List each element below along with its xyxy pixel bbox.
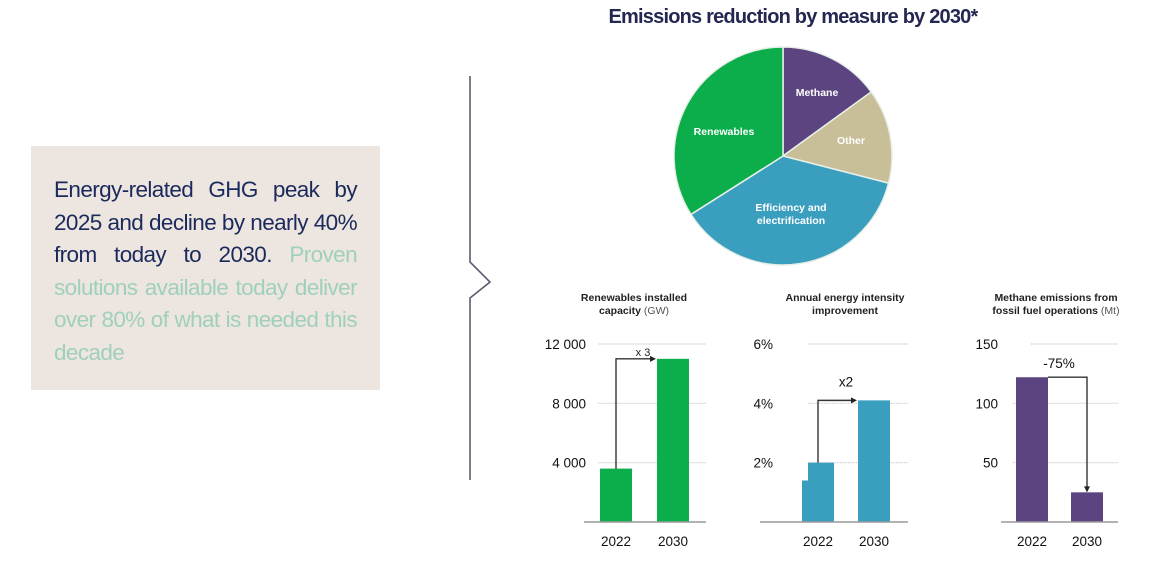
x-tick-label: 2022 <box>601 534 631 549</box>
callout-subtext: Proven solutions available today deliver… <box>54 242 358 365</box>
pie-slice-other <box>781 90 893 185</box>
pie-slice-methane <box>782 46 873 158</box>
y-tick-label: 2% <box>753 456 773 471</box>
x-tick-label: 2030 <box>658 534 688 549</box>
bar-2030 <box>657 358 689 522</box>
pie-label: Other <box>837 135 865 147</box>
y-tick-label: 4 000 <box>552 456 586 471</box>
change-arrow <box>1048 376 1088 488</box>
change-arrow <box>615 358 652 469</box>
arrowhead-icon <box>851 397 857 404</box>
y-tick-label: 150 <box>975 337 998 352</box>
change-arrow <box>817 399 853 463</box>
x-tick-label: 2030 <box>859 534 889 549</box>
bar-chart-3: Methane emissions from fossil fuel operat… <box>975 292 1119 549</box>
callout-text: Energy-related GHG peak by 2025 and decl… <box>54 174 358 369</box>
bar-2030 <box>858 400 890 522</box>
bar-chart-2: Annual energy intensity improvement 2% 4% 6%… <box>753 292 908 549</box>
pie-label: Methane <box>796 87 839 99</box>
pie-chart: Methane Other Efficiency and electrificatio… <box>673 46 893 266</box>
change-annotation: -75% <box>1043 356 1075 371</box>
bar-chart-1: Renewables installed capacity (GW) 4 000 8 … <box>545 292 706 549</box>
y-tick-label: 50 <box>983 456 998 471</box>
bar-chart-title: Renewables installed capacity (GW) <box>581 292 687 317</box>
arrowhead-icon <box>1084 486 1090 493</box>
bar-charts: Renewables installed capacity (GW) 4 000 8 … <box>545 292 1120 549</box>
bar-2022 <box>600 468 632 522</box>
callout-box: Energy-related GHG peak by 2025 and decl… <box>31 146 380 390</box>
x-tick-label: 2022 <box>1017 534 1047 549</box>
y-tick-label: 100 <box>975 396 998 411</box>
bar-chart-title: Annual energy intensity improvement <box>785 292 904 317</box>
y-tick-label: 12 000 <box>545 337 586 352</box>
y-tick-label: 4% <box>753 396 773 411</box>
pie-label: Renewables <box>694 126 755 138</box>
bar-chart-title: Methane emissions from fossil fuel operat… <box>992 292 1119 317</box>
y-tick-label: 8 000 <box>552 396 586 411</box>
arrowhead-icon <box>650 355 656 362</box>
pie-slice-renewables <box>673 46 784 216</box>
bar-2022 <box>808 462 834 522</box>
bracket-divider <box>469 76 492 480</box>
x-tick-label: 2030 <box>1072 534 1102 549</box>
change-annotation: x 3 <box>636 347 651 359</box>
bar-2030 <box>1071 492 1103 522</box>
change-annotation: x2 <box>839 374 853 389</box>
bar-2022 <box>1016 377 1048 522</box>
pie-label: Efficiency and electrification <box>755 202 826 227</box>
x-tick-label: 2022 <box>803 534 833 549</box>
y-tick-label: 6% <box>753 337 773 352</box>
pie-chart-title: Emissions reduction by measure by 2030* <box>608 6 979 28</box>
bar-step <box>802 480 810 522</box>
callout-headline: Energy-related GHG peak by 2025 and decl… <box>54 177 358 267</box>
